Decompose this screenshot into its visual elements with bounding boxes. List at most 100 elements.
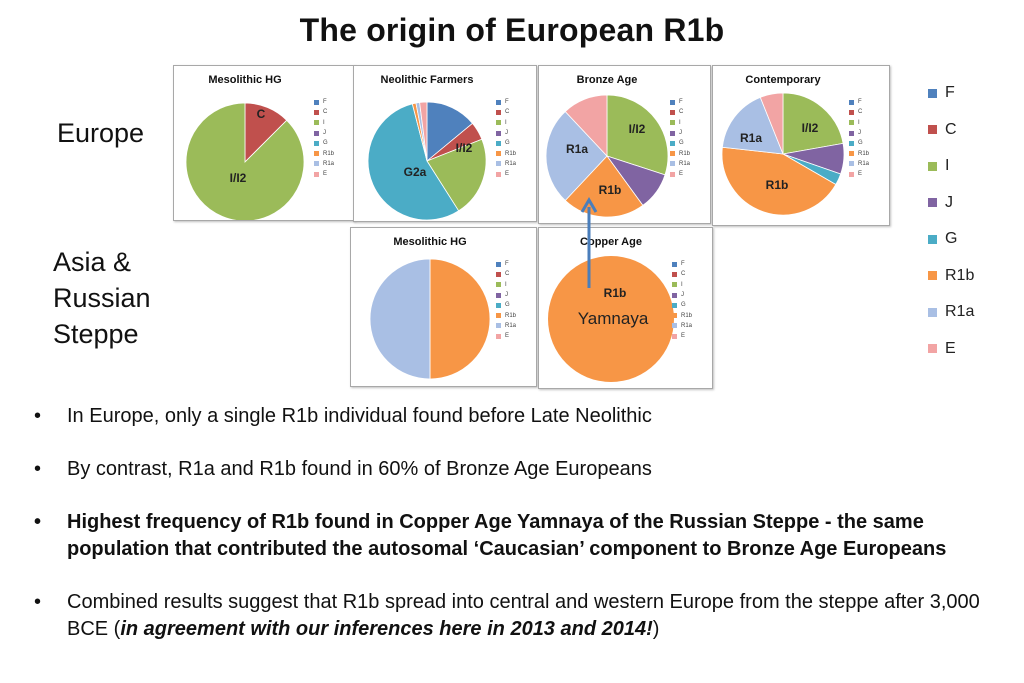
- pie-slice-i: [782, 92, 844, 155]
- pie-legend-item: I: [849, 118, 869, 128]
- pie-slice-label: I/I2: [230, 171, 247, 185]
- legend-label: R1a: [679, 160, 691, 167]
- pie-legend-item: E: [670, 169, 690, 179]
- legend-label: I: [679, 119, 681, 126]
- legend-label: C: [679, 109, 684, 116]
- row-label-asia: Asia & Russian Steppe: [53, 244, 151, 352]
- legend-item: C: [928, 112, 974, 149]
- legend-item: R1a: [928, 294, 974, 331]
- pie-panel: Mesolithic HG C I/I2 F C I J G R1b R1a E: [173, 65, 355, 221]
- pie-legend-item: R1b: [672, 310, 692, 320]
- legend-label: I: [505, 281, 507, 288]
- legend-swatch: [496, 171, 501, 177]
- pie-slice-i: [185, 102, 305, 220]
- legend-label: R1a: [505, 322, 517, 329]
- row-label-asia-line-3: Steppe: [53, 319, 139, 349]
- legend-swatch: [496, 292, 501, 298]
- legend-swatch: [849, 171, 854, 177]
- pie-panel: Contemporary I/I2 R1a R1b F C I J G R1b R1a E: [712, 65, 890, 226]
- pie-legend-item: C: [496, 107, 516, 117]
- bullet-text: By contrast, R1a and R1b found in 60% of…: [67, 458, 652, 480]
- pie-slice-label: I/I2: [802, 121, 819, 135]
- legend-label: J: [681, 292, 684, 299]
- legend-label: E: [505, 333, 510, 340]
- legend-label: J: [858, 130, 861, 137]
- pie-legend-item: R1a: [670, 159, 690, 169]
- pie-legend-item: E: [672, 331, 692, 341]
- pie-slice-r1b: [429, 258, 491, 380]
- pie-legend-item: I: [496, 280, 516, 290]
- legend-swatch: [496, 261, 501, 267]
- legend-label: R1b: [681, 312, 693, 319]
- pie-slice-r1a: [369, 258, 431, 380]
- legend-label: C: [323, 109, 328, 116]
- legend-swatch: [928, 161, 937, 171]
- legend-swatch: [928, 307, 937, 317]
- legend-label: E: [679, 171, 684, 178]
- pie-panel: Neolithic Farmers I/I2 G2a F C I J G R1b R1a E: [353, 65, 537, 222]
- legend-swatch: [928, 234, 937, 244]
- legend-label: F: [505, 99, 509, 106]
- pie-legend: F C I J G R1b R1a E: [849, 97, 869, 179]
- legend-swatch: [672, 261, 677, 267]
- pie-legend: F C I J G R1b R1a E: [496, 97, 516, 179]
- legend-swatch: [496, 151, 501, 157]
- pie-slice-r1b: [721, 146, 837, 216]
- pie-slice-label: R1b: [766, 178, 789, 192]
- pie-legend-item: E: [314, 169, 334, 179]
- pie-legend-item: R1b: [496, 310, 516, 320]
- legend-swatch: [672, 271, 677, 277]
- legend-label: J: [945, 193, 953, 211]
- pie-legend-item: R1b: [314, 148, 334, 158]
- legend-swatch: [849, 120, 854, 126]
- pie-title: Mesolithic HG: [208, 74, 282, 86]
- legend-label: I: [945, 157, 950, 175]
- legend-label: G: [945, 230, 958, 248]
- legend-swatch: [672, 313, 677, 319]
- legend-swatch: [928, 271, 937, 281]
- pie-title: Mesolithic HG: [393, 236, 467, 248]
- legend-swatch: [928, 198, 937, 208]
- pie-legend-item: G: [670, 138, 690, 148]
- pie-chart: C I/I2: [185, 102, 305, 220]
- legend-swatch: [670, 109, 675, 115]
- legend-label: I: [323, 119, 325, 126]
- bullet-text-emphasis: in agreement with our inferences here in…: [120, 618, 653, 640]
- pie-legend-item: J: [670, 128, 690, 138]
- pie-slice-r1a: [721, 96, 784, 155]
- bullet-item: • Highest frequency of R1b found in Copp…: [30, 509, 1005, 563]
- pie-slice-label: C: [257, 107, 266, 121]
- legend-swatch: [314, 151, 319, 157]
- legend-swatch: [672, 292, 677, 298]
- legend-swatch: [849, 99, 854, 105]
- bullet-text-after: ): [652, 618, 660, 640]
- pie-panel: Mesolithic HG F C I J G R1b R1a E: [350, 227, 537, 387]
- pie-legend-item: R1b: [496, 148, 516, 158]
- pie-title: Neolithic Farmers: [380, 74, 474, 86]
- pie-slice-r1b: [564, 155, 644, 218]
- pie-slice-label: R1b: [599, 183, 622, 197]
- pie-legend-item: J: [496, 128, 516, 138]
- pie-chart: R1b Yamnaya: [548, 256, 674, 382]
- legend-label: F: [323, 99, 327, 106]
- pie-slice-label: R1a: [566, 142, 588, 156]
- legend-item: F: [928, 75, 974, 112]
- pie-slice-label: R1a: [740, 131, 762, 145]
- pie-slice-label: R1b: [604, 286, 627, 300]
- legend-swatch: [928, 125, 937, 135]
- legend-swatch: [496, 130, 501, 136]
- legend-swatch: [670, 151, 675, 157]
- row-label-europe-text: Europe: [57, 118, 145, 148]
- pie-legend-item: F: [314, 97, 334, 107]
- bullet-item: • In Europe, only a single R1b individua…: [30, 403, 1005, 430]
- legend-swatch: [496, 161, 501, 167]
- legend-label: E: [505, 171, 510, 178]
- pie-legend-item: F: [849, 97, 869, 107]
- legend-swatch: [928, 344, 937, 354]
- pie-legend-item: E: [849, 169, 869, 179]
- legend-swatch: [496, 109, 501, 115]
- legend-swatch: [670, 130, 675, 136]
- row-label-asia-line-1: Asia &: [53, 247, 132, 277]
- pie-legend-item: I: [670, 118, 690, 128]
